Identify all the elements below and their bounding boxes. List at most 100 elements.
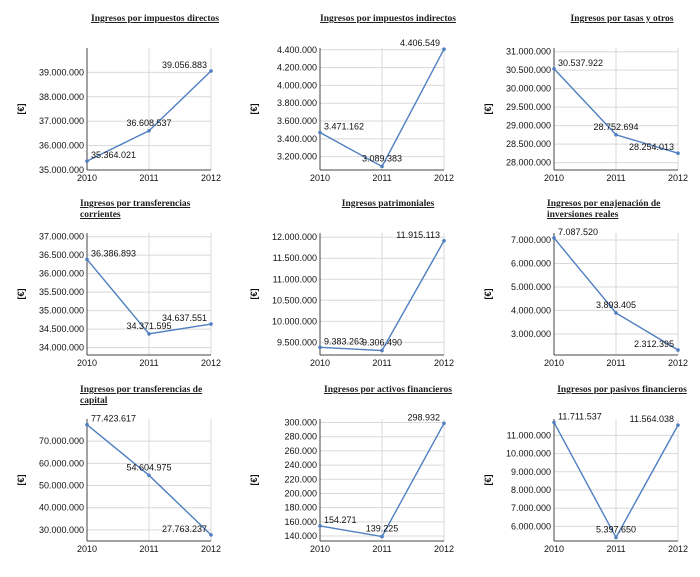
y-tick-label: 35.000.000 bbox=[39, 165, 84, 175]
data-label: 35.364.021 bbox=[91, 150, 136, 160]
y-axis-label: [€] bbox=[483, 474, 493, 485]
data-label: 36.386.893 bbox=[91, 248, 136, 258]
y-tick-label: 260.000 bbox=[284, 446, 317, 456]
line-chart: 30.000.000 40.000.000 50.000.000 60.000.000… bbox=[16, 414, 221, 554]
y-axis-label: [€] bbox=[483, 288, 493, 299]
chart-panel-1: Ingresos por impuestos directos 35.000.0… bbox=[0, 14, 233, 204]
line-chart: 3.200.000 3.400.000 3.600.000 3.800.000 4.00… bbox=[249, 38, 454, 183]
y-tick-label: 4.400.000 bbox=[277, 45, 317, 55]
line-chart: 35.000.000 36.000.000 37.000.000 38.000.000… bbox=[16, 48, 221, 183]
y-tick-label: 4.000.000 bbox=[511, 305, 551, 315]
y-tick-label: 300.000 bbox=[284, 418, 317, 428]
chart-title: Ingresos patrimoniales bbox=[341, 199, 435, 209]
x-tick-label: 2010 bbox=[77, 173, 97, 183]
data-point bbox=[209, 69, 213, 73]
y-tick-label: 140.000 bbox=[284, 531, 317, 541]
chart-title: Ingresos por tasas y otros bbox=[570, 14, 674, 24]
x-tick-label: 2011 bbox=[139, 358, 158, 368]
data-point bbox=[209, 322, 213, 326]
y-tick-label: 3.600.000 bbox=[277, 116, 317, 126]
data-point bbox=[552, 66, 556, 71]
x-tick-label: 2010 bbox=[310, 358, 330, 368]
y-tick-label: 3.200.000 bbox=[277, 152, 317, 162]
y-tick-label: 3.800.000 bbox=[277, 98, 317, 108]
y-tick-label: 36.500.000 bbox=[39, 250, 84, 260]
y-tick-label: 3.000.000 bbox=[511, 329, 551, 339]
data-label: 9.306.490 bbox=[362, 338, 402, 348]
x-tick-label: 2010 bbox=[77, 358, 97, 368]
data-point bbox=[442, 238, 446, 243]
x-tick-label: 2011 bbox=[606, 173, 625, 183]
x-tick-label: 2010 bbox=[544, 358, 564, 368]
x-tick-label: 2010 bbox=[310, 173, 330, 183]
x-tick-label: 2011 bbox=[139, 173, 158, 183]
data-point bbox=[676, 423, 680, 427]
x-tick-label: 2011 bbox=[606, 544, 625, 554]
chart-panel-2: Ingresos por impuestos indirectos 3.200.… bbox=[233, 14, 466, 204]
data-point bbox=[318, 524, 322, 528]
data-point bbox=[614, 132, 618, 137]
chart-title: Ingresos por pasivos financieros bbox=[557, 385, 687, 395]
data-label: 3.893.405 bbox=[596, 300, 636, 310]
chart-title: Ingresos por transferencias corrientes bbox=[80, 199, 191, 220]
data-point bbox=[85, 257, 89, 262]
y-tick-label: 36.000.000 bbox=[39, 269, 84, 279]
data-point bbox=[147, 128, 151, 133]
data-point bbox=[147, 473, 151, 478]
data-label: 5.397.650 bbox=[596, 524, 636, 534]
y-axis-label: [€] bbox=[483, 103, 493, 114]
data-point bbox=[552, 236, 556, 240]
line-chart: 9.500.000 10.000.000 10.500.000 11.000.000 1… bbox=[249, 230, 454, 368]
y-tick-label: 70.000.000 bbox=[39, 436, 84, 446]
data-label: 3.089.383 bbox=[362, 153, 402, 163]
chart-panel-9: Ingresos por pasivos financieros 6.000.0… bbox=[467, 385, 700, 575]
data-label: 11.564.038 bbox=[630, 414, 674, 424]
data-label: 11.915.113 bbox=[396, 230, 440, 240]
line-chart: 6.000.000 7.000.000 8.000.000 9.000.000 10.0… bbox=[483, 411, 688, 554]
x-tick-label: 2012 bbox=[434, 173, 454, 183]
data-label: 39.056.883 bbox=[162, 60, 207, 70]
data-label: 77.423.617 bbox=[91, 414, 136, 424]
data-label: 2.312.395 bbox=[634, 339, 674, 349]
y-tick-label: 11.000.000 bbox=[507, 430, 551, 440]
data-label: 11.711.537 bbox=[558, 411, 602, 421]
y-tick-label: 7.000.000 bbox=[511, 503, 551, 513]
y-tick-label: 36.000.000 bbox=[39, 141, 84, 151]
x-tick-label: 2010 bbox=[544, 544, 564, 554]
chart-panel-4: Ingresos por transferencias corrientes 3… bbox=[0, 199, 233, 389]
data-label: 298.932 bbox=[407, 412, 440, 422]
y-tick-label: 37.000.000 bbox=[39, 116, 84, 126]
y-tick-label: 30.500.000 bbox=[506, 65, 551, 75]
y-tick-label: 200.000 bbox=[284, 488, 317, 498]
data-label: 28.254.013 bbox=[629, 142, 674, 152]
y-tick-label: 11.000.000 bbox=[273, 274, 317, 284]
x-tick-label: 2012 bbox=[201, 173, 221, 183]
y-axis-label: [€] bbox=[16, 103, 26, 114]
line-chart: 140.000 160.000 180.000 200.000 220.000 240.0… bbox=[249, 412, 454, 554]
y-tick-label: 8.000.000 bbox=[511, 485, 551, 495]
y-tick-label: 11.500.000 bbox=[273, 253, 317, 263]
y-tick-label: 7.000.000 bbox=[511, 235, 551, 245]
data-label: 30.537.922 bbox=[558, 58, 603, 68]
chart-title: Ingresos por transferencias de capital bbox=[80, 385, 203, 406]
y-tick-label: 50.000.000 bbox=[39, 481, 84, 491]
x-tick-label: 2012 bbox=[668, 358, 688, 368]
x-tick-label: 2012 bbox=[434, 358, 454, 368]
y-tick-label: 10.000.000 bbox=[506, 449, 551, 459]
y-axis-label: [€] bbox=[249, 103, 259, 114]
y-tick-label: 28.500.000 bbox=[506, 139, 551, 149]
y-axis-label: [€] bbox=[249, 474, 259, 485]
chart-panel-6: Ingresos por enajenación de inversiones … bbox=[467, 199, 700, 389]
x-tick-label: 2011 bbox=[139, 544, 158, 554]
data-point bbox=[676, 151, 680, 156]
y-tick-label: 35.500.000 bbox=[39, 287, 84, 297]
y-axis-label: [€] bbox=[249, 288, 259, 299]
data-point bbox=[85, 422, 89, 427]
chart-title: Ingresos por activos financieros bbox=[324, 385, 452, 395]
data-point bbox=[380, 164, 384, 169]
y-tick-label: 60.000.000 bbox=[39, 458, 84, 468]
y-tick-label: 38.000.000 bbox=[39, 92, 84, 102]
x-tick-label: 2012 bbox=[434, 544, 454, 554]
chart-title: Ingresos por impuestos directos bbox=[91, 14, 219, 24]
data-point bbox=[676, 348, 680, 352]
